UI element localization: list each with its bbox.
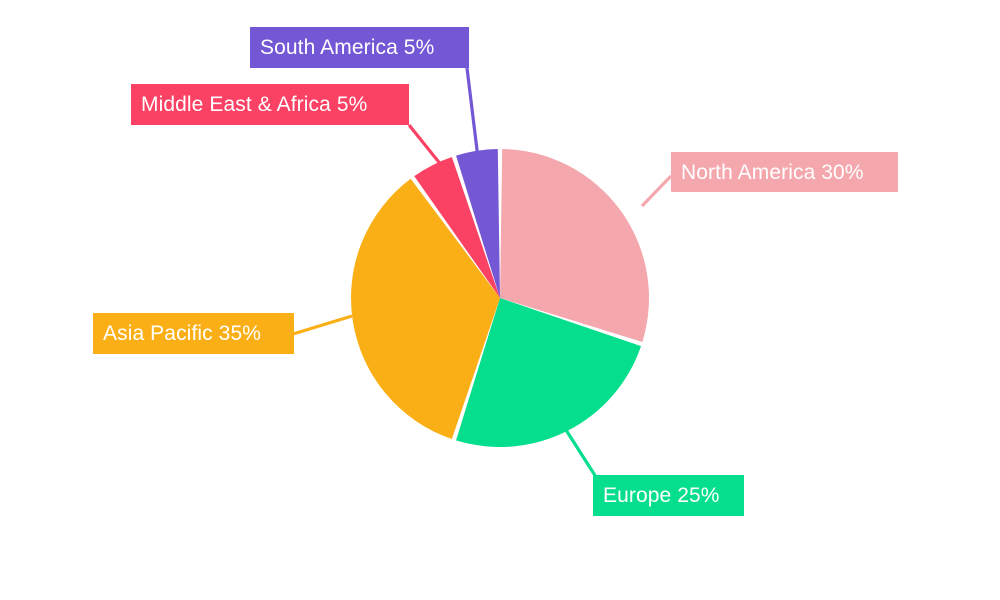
leader-line — [564, 429, 598, 478]
pie-label-text: North America 30% — [681, 160, 864, 184]
pie-label-south-america[interactable]: South America 5% — [250, 27, 469, 68]
pie-slice-asia-pacific[interactable] — [350, 178, 500, 440]
leader-line — [292, 314, 353, 336]
pie-label-text: South America 5% — [260, 36, 435, 59]
pie-slice-group — [350, 149, 649, 447]
pie-slice-middle-east-africa[interactable] — [414, 156, 500, 298]
pie-slice-south-america[interactable] — [456, 149, 500, 298]
pie-label-text: Middle East & Africa 5% — [141, 93, 368, 116]
pie-label-text: Asia Pacific 35% — [103, 322, 262, 345]
pie-label-middle-east-africa[interactable]: Middle East & Africa 5% — [131, 84, 409, 125]
pie-label-asia-pacific[interactable]: Asia Pacific 35% — [93, 313, 294, 354]
leader-line — [640, 174, 673, 208]
pie-label-text: Europe 25% — [603, 484, 720, 507]
pie-slice-north-america[interactable] — [500, 149, 649, 342]
pie-label-north-america[interactable]: North America 30% — [671, 152, 898, 192]
pie-slice-europe[interactable] — [456, 298, 642, 447]
leader-line — [465, 67, 480, 159]
pie-label-europe[interactable]: Europe 25% — [593, 475, 744, 516]
